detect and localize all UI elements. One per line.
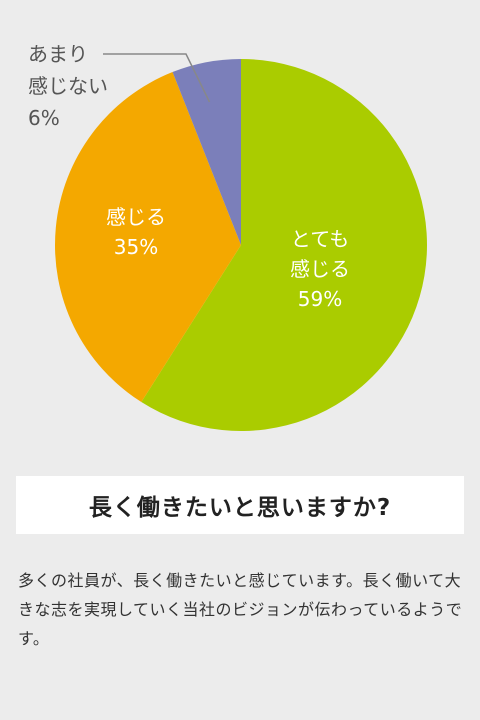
description-text: 多くの社員が、長く働きたいと感じています。長く働いて大きな志を実現していく当社の… xyxy=(18,571,463,648)
slice-label-amari-kanjinai: あまり 感じない 6% xyxy=(28,38,108,134)
slice-label-line: 感じる xyxy=(290,257,350,281)
pie-slice-kanjiru xyxy=(55,72,241,403)
slice-label-line: あまり xyxy=(28,42,88,66)
leader-line xyxy=(103,53,211,103)
slice-label-line: 感じる xyxy=(106,205,166,229)
slice-value-label: 59% xyxy=(297,287,343,311)
slice-label-kanjiru: 感じる 35% xyxy=(82,202,190,262)
slice-label-line: 感じない xyxy=(28,74,108,98)
slice-label-line: とても xyxy=(290,227,350,251)
question-title: 長く働きたいと思いますか? xyxy=(88,495,392,521)
slice-value-label: 6% xyxy=(28,106,60,130)
slice-label-totemo-kanjiru: とても 感じる 59% xyxy=(266,224,374,314)
slice-value-label: 35% xyxy=(113,235,159,259)
pie-slice-totemo-kanjiru xyxy=(141,59,427,431)
pie-slice-amari-kanjinai xyxy=(172,59,241,245)
pie-chart xyxy=(55,53,427,431)
question-title-box: 長く働きたいと思いますか? xyxy=(16,476,464,534)
